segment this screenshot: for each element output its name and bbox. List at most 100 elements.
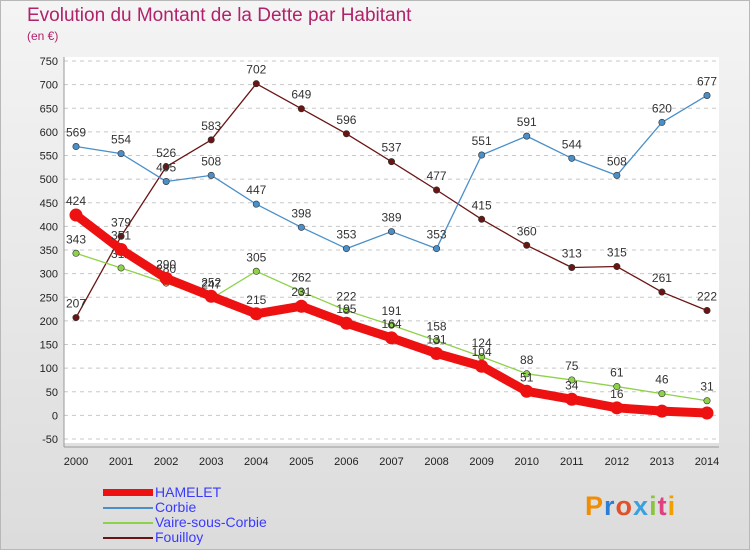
logo-letter: x — [633, 491, 650, 521]
data-point-hamelet — [204, 289, 218, 303]
x-tick-label: 2005 — [289, 456, 313, 468]
x-tick-label: 2009 — [469, 456, 493, 468]
data-label-vaire-sous-corbie: 191 — [381, 304, 401, 318]
data-point-corbie — [613, 171, 621, 179]
y-tick-label: 350 — [40, 245, 58, 257]
legend-label: HAMELET — [155, 484, 222, 500]
data-label-hamelet: 231 — [291, 285, 311, 299]
data-point-corbie — [387, 228, 395, 236]
data-point-corbie — [568, 154, 576, 162]
data-point-hamelet — [475, 359, 489, 373]
logo-letter: o — [615, 491, 634, 521]
logo-letter: i — [649, 491, 658, 521]
x-tick-label: 2010 — [514, 456, 538, 468]
data-label-fouilloy: 526 — [156, 146, 176, 160]
data-point-vaire-sous-corbie — [523, 370, 531, 378]
y-tick-label: 100 — [40, 363, 58, 375]
data-label-hamelet: 215 — [246, 293, 266, 307]
data-point-fouilloy — [297, 105, 305, 113]
x-tick-label: 2012 — [605, 456, 629, 468]
data-label-fouilloy: 477 — [427, 169, 447, 183]
x-tick-label: 2003 — [199, 456, 223, 468]
y-tick-label: 400 — [40, 221, 58, 233]
logo-letter: r — [604, 491, 616, 521]
data-label-hamelet: 290 — [156, 257, 176, 271]
x-tick-label: 2008 — [424, 456, 448, 468]
data-label-corbie: 508 — [607, 154, 627, 168]
legend-swatch — [103, 507, 153, 509]
data-label-vaire-sous-corbie: 262 — [291, 271, 311, 285]
data-point-fouilloy — [433, 186, 441, 194]
y-tick-label: -50 — [42, 434, 58, 446]
data-label-fouilloy: 379 — [111, 215, 131, 229]
data-label-vaire-sous-corbie: 305 — [246, 250, 266, 264]
data-label-corbie: 447 — [246, 183, 266, 197]
data-point-vaire-sous-corbie — [433, 337, 441, 345]
data-point-corbie — [703, 91, 711, 99]
data-label-fouilloy: 222 — [697, 289, 717, 303]
data-point-hamelet — [565, 392, 579, 406]
data-label-vaire-sous-corbie: 124 — [472, 336, 492, 350]
x-tick-label: 2002 — [154, 456, 178, 468]
data-point-vaire-sous-corbie — [342, 306, 350, 314]
data-label-fouilloy: 583 — [201, 119, 221, 133]
data-label-vaire-sous-corbie: 46 — [655, 373, 669, 387]
data-label-fouilloy: 261 — [652, 271, 672, 285]
data-point-hamelet — [430, 346, 444, 360]
data-point-vaire-sous-corbie — [252, 267, 260, 275]
y-tick-label: 150 — [40, 340, 58, 352]
data-label-corbie: 591 — [517, 115, 537, 129]
data-point-hamelet — [69, 208, 83, 222]
data-point-hamelet — [700, 406, 714, 420]
data-label-corbie: 353 — [336, 228, 356, 242]
data-label-hamelet: 16 — [610, 387, 624, 401]
data-point-fouilloy — [613, 263, 621, 271]
data-point-fouilloy — [523, 241, 531, 249]
data-label-corbie: 544 — [562, 137, 582, 151]
x-tick-label: 2014 — [695, 456, 719, 468]
y-tick-label: 550 — [40, 151, 58, 163]
y-tick-label: 300 — [40, 269, 58, 281]
data-label-hamelet: 131 — [427, 332, 447, 346]
legend-label: Vaire-sous-Corbie — [155, 514, 267, 530]
data-point-vaire-sous-corbie — [72, 249, 80, 257]
y-tick-label: 200 — [40, 316, 58, 328]
data-point-corbie — [658, 118, 666, 126]
data-point-hamelet — [655, 404, 669, 418]
data-label-hamelet: 164 — [381, 317, 401, 331]
data-label-fouilloy: 415 — [472, 198, 492, 212]
y-tick-label: 0 — [52, 410, 58, 422]
data-label-fouilloy: 360 — [517, 224, 537, 238]
data-point-fouilloy — [703, 306, 711, 314]
data-label-corbie: 353 — [427, 228, 447, 242]
data-point-corbie — [433, 245, 441, 253]
data-point-corbie — [478, 151, 486, 159]
data-point-fouilloy — [478, 215, 486, 223]
data-label-fouilloy: 207 — [66, 297, 86, 311]
x-tick-label: 2001 — [109, 456, 133, 468]
logo-letter: i — [667, 491, 677, 521]
data-label-hamelet: 351 — [111, 229, 131, 243]
legend-swatch — [103, 537, 153, 539]
data-point-vaire-sous-corbie — [117, 264, 125, 272]
data-point-corbie — [207, 171, 215, 179]
data-label-fouilloy: 313 — [562, 246, 582, 260]
data-label-vaire-sous-corbie: 158 — [427, 320, 447, 334]
data-label-fouilloy: 315 — [607, 246, 627, 260]
data-point-vaire-sous-corbie — [297, 288, 305, 296]
data-point-corbie — [523, 132, 531, 140]
data-label-vaire-sous-corbie: 75 — [565, 359, 579, 373]
x-tick-label: 2004 — [244, 456, 268, 468]
data-point-hamelet — [114, 243, 128, 257]
data-point-fouilloy — [117, 232, 125, 240]
data-label-corbie: 495 — [156, 160, 176, 174]
data-point-vaire-sous-corbie — [613, 383, 621, 391]
data-label-vaire-sous-corbie: 247 — [201, 278, 221, 292]
legend-label: Fouilloy — [155, 529, 204, 545]
legend-swatch — [103, 489, 153, 496]
data-point-corbie — [117, 150, 125, 158]
data-point-corbie — [342, 245, 350, 253]
data-point-hamelet — [385, 331, 398, 345]
data-point-hamelet — [294, 299, 308, 313]
